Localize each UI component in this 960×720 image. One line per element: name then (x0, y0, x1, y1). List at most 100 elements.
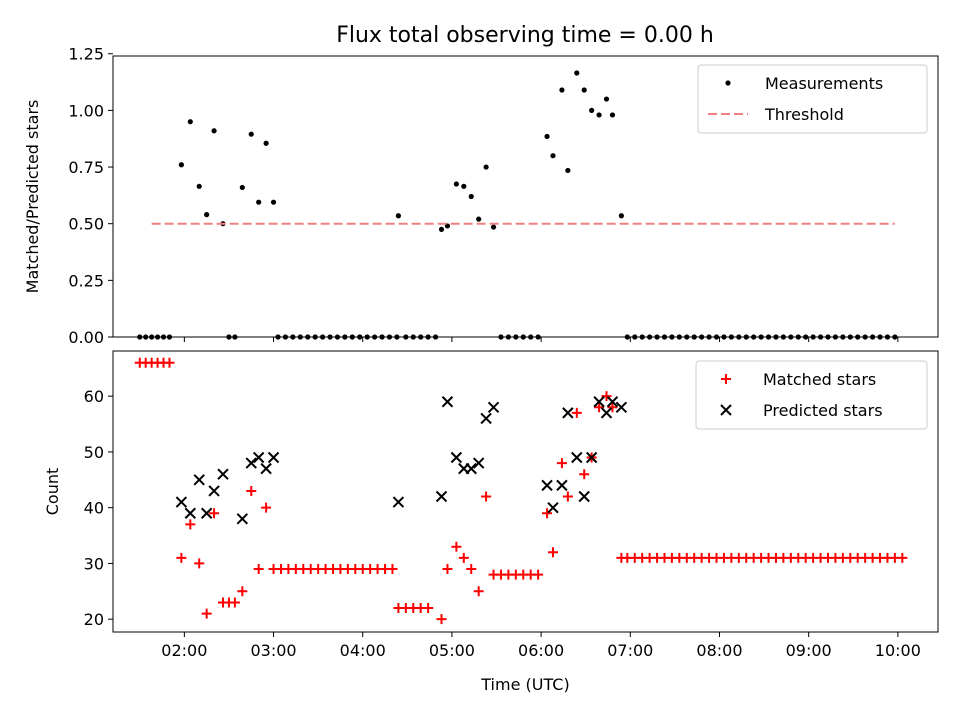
top-panel: 0.00 0.25 0.50 0.75 1.00 1.25 Matched/Predicte… (23, 45, 939, 347)
data-point (606, 396, 619, 408)
data-point (556, 458, 567, 469)
data-point (520, 334, 526, 340)
data-point (438, 226, 445, 232)
legend-label: Matched stars (763, 370, 876, 389)
data-point (483, 164, 489, 170)
data-point (232, 334, 238, 340)
data-point (450, 451, 463, 464)
y-tick-label: 1.00 (68, 101, 104, 120)
data-point (387, 563, 398, 574)
data-point (149, 334, 155, 340)
data-point (194, 558, 205, 569)
data-point (468, 193, 474, 200)
data-point (528, 334, 534, 340)
data-point (579, 469, 590, 480)
data-point (596, 112, 602, 118)
legend: Matched stars Predicted stars (695, 360, 928, 430)
y-tick-label: 20 (84, 610, 104, 629)
data-point (372, 334, 378, 340)
data-point (461, 183, 467, 189)
data-point (312, 334, 318, 340)
data-point (143, 334, 149, 340)
data-point (601, 391, 612, 402)
data-point (282, 334, 289, 340)
data-point (574, 70, 580, 76)
data-point (476, 216, 482, 222)
data-point (267, 451, 280, 464)
data-point (487, 401, 500, 414)
data-point (817, 334, 824, 340)
data-point (541, 479, 553, 492)
data-point (743, 334, 749, 340)
data-point (211, 128, 217, 134)
data-point (609, 112, 616, 118)
data-point (160, 334, 167, 340)
data-point (684, 334, 690, 340)
data-point (263, 140, 269, 146)
data-point (535, 334, 541, 340)
data-point (246, 485, 257, 496)
x-tick-label: 10:00 (875, 641, 921, 660)
data-point (556, 479, 568, 492)
data-point (832, 334, 839, 340)
data-point (542, 508, 553, 519)
data-point (208, 485, 220, 497)
data-point (297, 334, 303, 340)
data-point (562, 491, 573, 502)
data-point (589, 107, 595, 113)
data-point (473, 586, 484, 597)
data-point (559, 87, 565, 93)
data-point (825, 334, 831, 340)
data-point (639, 334, 645, 340)
data-point (305, 334, 311, 340)
data-point (571, 407, 582, 418)
data-point (751, 334, 757, 340)
data-point (481, 491, 492, 502)
data-point (544, 133, 550, 140)
data-point (647, 334, 653, 340)
data-point (319, 334, 326, 340)
legend-label: Threshold (764, 105, 844, 124)
data-point (897, 552, 908, 563)
data-point (458, 552, 469, 563)
data-point (245, 457, 257, 469)
x-tick-label: 07:00 (607, 641, 653, 660)
legend-marker (720, 404, 732, 416)
data-point (661, 334, 668, 340)
data-point (565, 167, 571, 174)
data-point (349, 334, 355, 340)
legend-frame (697, 64, 928, 134)
series-predicted-stars (175, 396, 628, 525)
legend-label: Measurements (765, 74, 883, 93)
data-point (436, 614, 447, 625)
data-point (236, 513, 249, 525)
data-point (193, 474, 205, 486)
data-point (403, 334, 409, 340)
data-point (270, 199, 277, 205)
y-axis-label: Matched/Predicted stars (23, 100, 42, 294)
data-point (603, 96, 610, 102)
data-point (571, 451, 583, 464)
data-point (713, 334, 720, 340)
data-point (418, 334, 424, 340)
data-point (676, 334, 682, 340)
data-point (869, 334, 876, 340)
data-point (248, 131, 254, 137)
data-point (795, 334, 801, 340)
data-point (624, 334, 630, 340)
data-point (252, 451, 265, 464)
data-point (691, 334, 697, 340)
data-point (175, 496, 188, 508)
data-point (547, 501, 559, 514)
data-point (594, 402, 605, 413)
data-point (736, 334, 742, 340)
series-matched-stars (134, 357, 908, 625)
figure-title: Flux total observing time = 0.00 h (336, 23, 714, 48)
data-point (201, 608, 212, 619)
data-point (862, 334, 868, 340)
data-point (840, 334, 846, 340)
series-measurements (137, 70, 898, 340)
plot-area (137, 70, 898, 340)
data-point (441, 396, 454, 408)
